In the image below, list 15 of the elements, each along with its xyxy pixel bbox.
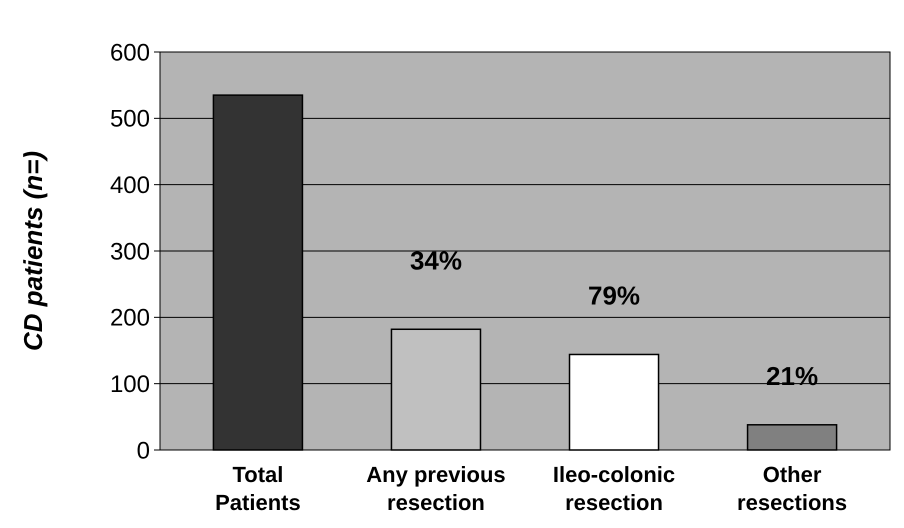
x-tick-label: Ileo-colonic resection — [552, 462, 676, 515]
y-tick-label: 100 — [110, 371, 150, 398]
y-tick-label: 0 — [136, 437, 150, 464]
annotation: 79% — [588, 280, 640, 310]
x-tick-label: Other resections — [737, 462, 848, 515]
annotation: 34% — [410, 245, 462, 276]
y-tick-label: 200 — [110, 304, 150, 332]
annotation: 21% — [766, 360, 818, 391]
x-tick-label: Any previous resection — [366, 462, 506, 515]
y-tick-label: 600 — [110, 39, 150, 66]
y-axis-title: CD patients (n=) — [18, 150, 48, 352]
y-tick-label: 300 — [110, 238, 150, 266]
y-tick-label: 500 — [110, 106, 150, 133]
x-tick-label: Total Patients — [215, 462, 301, 515]
y-tick-label: 400 — [110, 172, 150, 200]
